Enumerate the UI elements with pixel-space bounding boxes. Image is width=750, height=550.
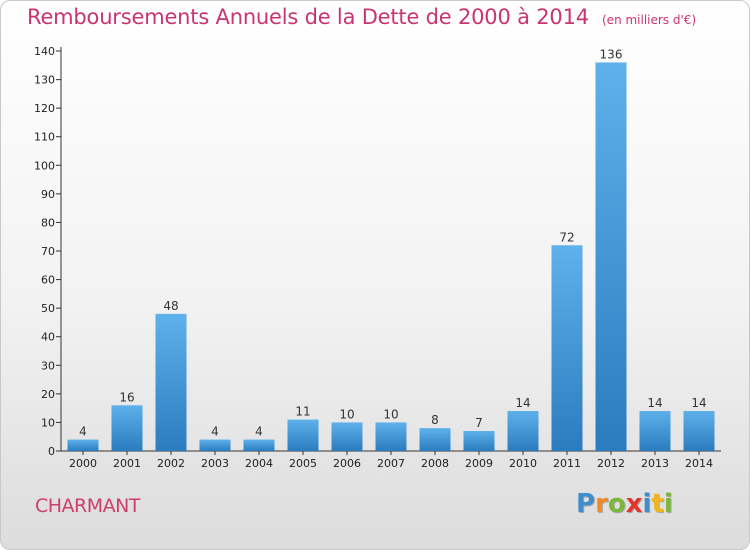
data-label: 4 [211,425,219,439]
data-label: 4 [79,425,87,439]
x-tick-label: 2004 [245,457,273,470]
bar [243,439,275,451]
y-tick-label: 120 [34,102,55,115]
bar [463,431,495,451]
logo-letter: t [651,489,664,519]
bar [155,313,187,451]
title-row: Remboursements Annuels de la Dette de 20… [27,5,696,29]
x-tick-label: 2001 [113,457,141,470]
y-tick-label: 0 [48,445,55,458]
x-tick-label: 2013 [641,457,669,470]
data-label: 16 [119,390,134,404]
data-label: 7 [475,416,483,430]
commune-name: CHARMANT [35,495,140,517]
y-tick-label: 20 [41,388,55,401]
x-tick-label: 2002 [157,457,185,470]
data-label: 10 [339,407,354,421]
data-label: 14 [691,396,706,410]
bar [683,411,715,451]
proxiti-logo: Proxiti [576,489,673,519]
y-tick-label: 140 [34,45,55,58]
data-label: 48 [163,299,178,313]
y-tick-label: 110 [34,131,55,144]
chart-title: Remboursements Annuels de la Dette de 20… [27,5,589,29]
x-tick-label: 2009 [465,457,493,470]
x-tick-label: 2006 [333,457,361,470]
bar [375,422,407,451]
logo-letter: o [607,489,626,519]
logo-letter: P [576,489,596,519]
x-tick-label: 2003 [201,457,229,470]
x-tick-label: 2005 [289,457,317,470]
x-tick-label: 2014 [685,457,713,470]
bar [507,411,539,451]
y-tick-label: 100 [34,159,55,172]
bar [199,439,231,451]
bars [67,62,715,452]
bar [287,419,319,451]
bar [551,245,583,451]
bar [419,428,451,451]
data-label: 14 [515,396,530,410]
logo-letter: i [642,489,652,519]
x-tick-label: 2000 [69,457,97,470]
x-tick-label: 2011 [553,457,581,470]
y-tick-label: 130 [34,74,55,87]
x-tick-label: 2012 [597,457,625,470]
bar [639,411,671,451]
data-label: 4 [255,425,263,439]
y-tick-label: 30 [41,359,55,372]
x-tick-label: 2007 [377,457,405,470]
y-tick-label: 10 [41,416,55,429]
logo-letter: r [595,489,608,519]
y-tick-label: 90 [41,188,55,201]
data-label: 8 [431,413,439,427]
x-tick-label: 2010 [509,457,537,470]
y-tick-label: 40 [41,331,55,344]
bar [595,62,627,452]
data-label: 14 [647,396,662,410]
data-labels: 4 16 48 4 4 11 10 10 8 7 14 72 136 14 14 [79,47,706,438]
axes: 0 10 20 30 40 50 60 70 80 90 100 110 120 130 140 2000 20… [34,45,721,470]
data-label: 136 [600,47,623,61]
data-label: 10 [383,407,398,421]
logo-letter: i [663,489,673,519]
x-tick-label: 2008 [421,457,449,470]
y-tick-label: 70 [41,245,55,258]
y-tick-label: 50 [41,302,55,315]
data-label: 11 [295,405,310,419]
chart-subtitle: (en milliers d'€) [602,13,697,27]
logo-letter: x [625,489,643,519]
bar [111,405,143,451]
data-label: 72 [559,230,574,244]
bar [67,439,99,451]
y-tick-label: 60 [41,274,55,287]
y-tick-label: 80 [41,216,55,229]
bar [331,422,363,451]
